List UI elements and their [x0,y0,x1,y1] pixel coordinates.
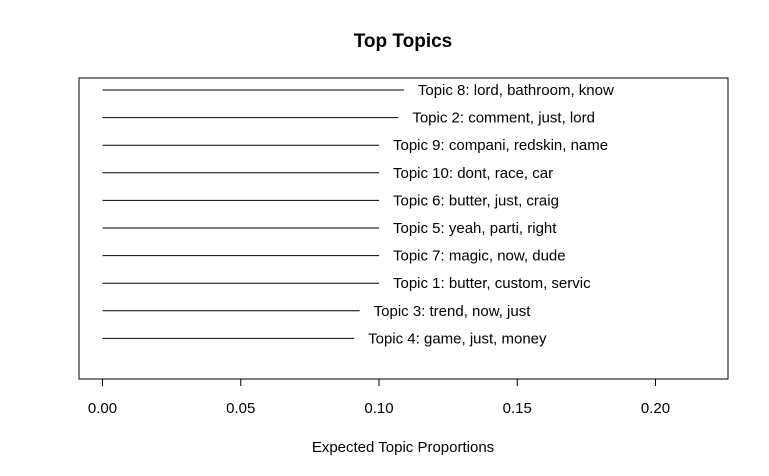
x-axis: 0.00 0.05 0.10 0.15 0.20 [88,378,670,417]
x-tick-label: 0.05 [226,400,255,417]
chart-title: Top Topics [354,31,453,52]
bar-label: Topic 8: lord, bathroom, know [418,82,614,99]
x-axis-label: Expected Topic Proportions [312,439,494,456]
bar-label: Topic 2: comment, just, lord [412,110,595,127]
x-tick-label: 0.15 [503,400,532,417]
x-tick-label: 0.00 [88,400,117,417]
bars-group: Topic 8: lord, bathroom, know Topic 2: co… [102,82,614,347]
bar-label: Topic 1: butter, custom, servic [393,275,591,292]
bar-label: Topic 6: butter, just, craig [393,192,559,209]
bar-label: Topic 10: dont, race, car [393,165,553,182]
bar-label: Topic 4: game, just, money [368,330,547,347]
bar-label: Topic 7: magic, now, dude [393,248,566,265]
bar-label: Topic 3: trend, now, just [374,303,532,320]
bar-label: Topic 9: compani, redskin, name [393,137,608,154]
bar-label: Topic 5: yeah, parti, right [393,220,557,237]
x-tick-label: 0.10 [364,400,393,417]
x-tick-label: 0.20 [641,400,670,417]
